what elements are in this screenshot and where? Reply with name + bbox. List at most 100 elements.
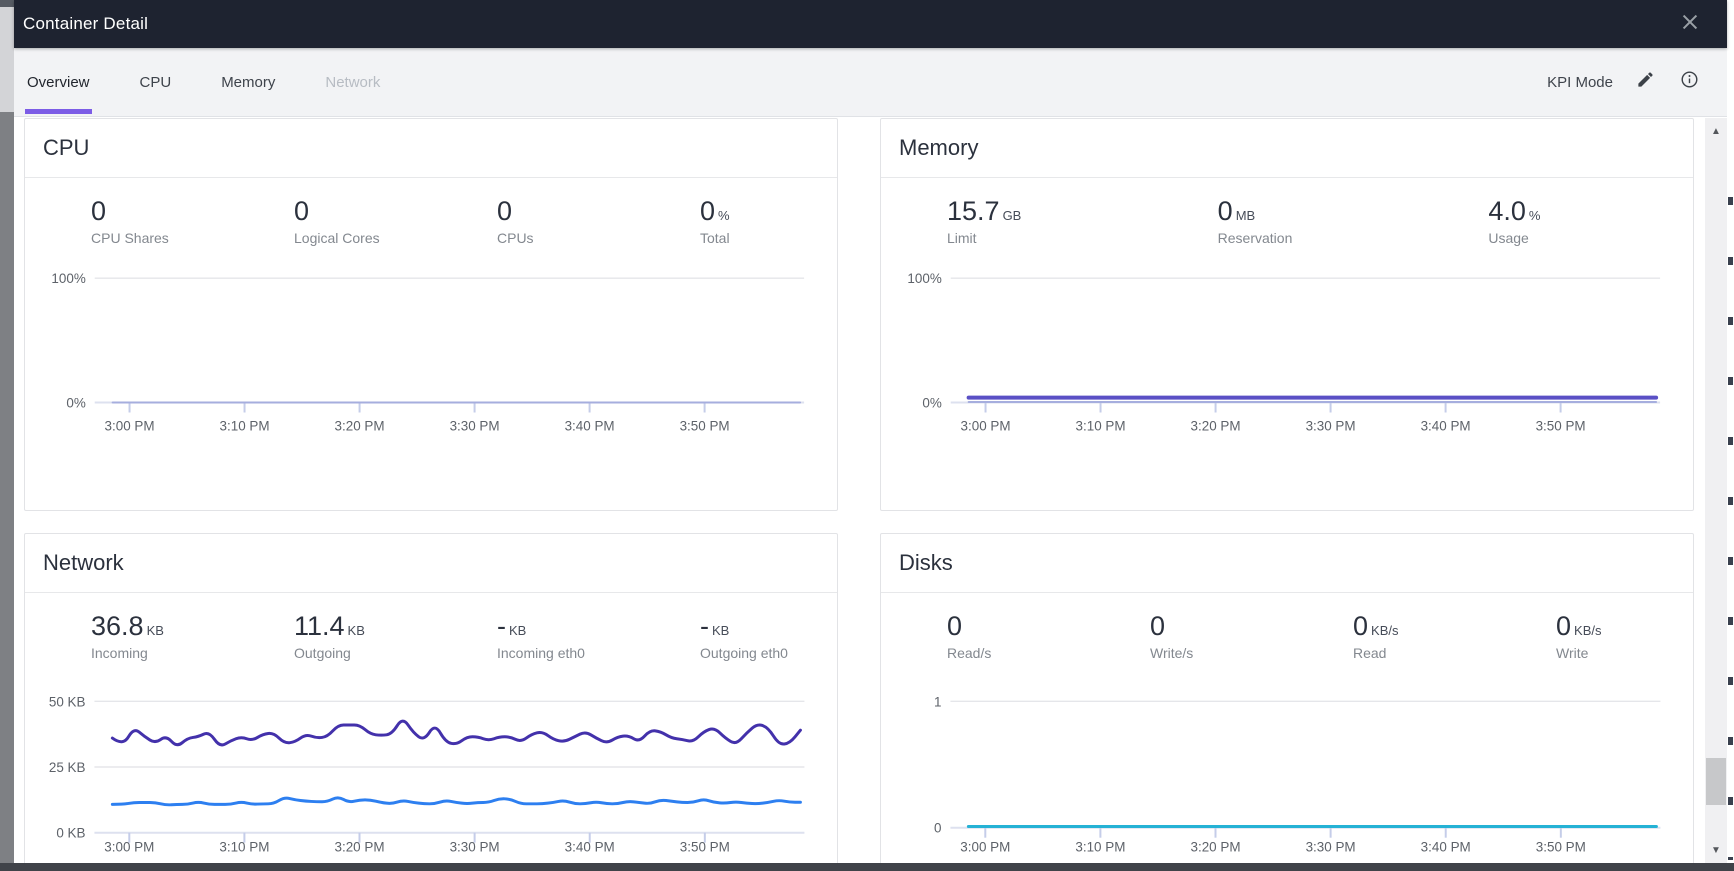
tab-cpu[interactable]: CPU xyxy=(140,48,172,116)
window-bottom-edge xyxy=(0,863,1734,871)
svg-text:3:50 PM: 3:50 PM xyxy=(680,840,730,855)
kpi-incoming: 36.8KB Incoming xyxy=(25,611,228,661)
kpi-total: 0% Total xyxy=(634,196,837,246)
tabbar-actions: KPI Mode xyxy=(1547,48,1727,116)
kpi-write-kbs: 0KB/s Write xyxy=(1490,611,1693,661)
kpi-label: Read/s xyxy=(947,645,1084,661)
cpu-kpi-row: 0 CPU Shares 0 Logical Cores 0 CPUs 0% T… xyxy=(25,178,837,246)
svg-text:1: 1 xyxy=(934,694,941,709)
kpi-value: 15.7 xyxy=(947,196,1000,226)
svg-text:0: 0 xyxy=(934,821,941,836)
svg-text:3:50 PM: 3:50 PM xyxy=(680,418,730,433)
tabs: Overview CPU Memory Network xyxy=(14,48,380,116)
kpi-unit: KB/s xyxy=(1574,623,1601,638)
kpi-usage: 4.0% Usage xyxy=(1422,196,1693,246)
kpi-cpus: 0 CPUs xyxy=(431,196,634,246)
kpi-outgoing: 11.4KB Outgoing xyxy=(228,611,431,661)
background-page-sliver xyxy=(0,112,14,871)
svg-text:100%: 100% xyxy=(51,271,85,286)
background-page-edge xyxy=(1728,145,1733,860)
cpu-card-title: CPU xyxy=(25,119,837,178)
kpi-label: Outgoing eth0 xyxy=(700,645,837,661)
kpi-label: Read xyxy=(1353,645,1490,661)
svg-text:3:00 PM: 3:00 PM xyxy=(105,418,155,433)
info-button[interactable] xyxy=(1677,70,1701,94)
kpi-limit: 15.7GB Limit xyxy=(881,196,1152,246)
kpi-label: Incoming eth0 xyxy=(497,645,634,661)
disks-card-title: Disks xyxy=(881,534,1693,593)
container-detail-dialog: Container Detail Overview CPU Memory Net… xyxy=(0,0,1734,871)
kpi-cpu-shares: 0 CPU Shares xyxy=(25,196,228,246)
kpi-value: 36.8 xyxy=(91,611,144,641)
dialog-header: Container Detail xyxy=(14,0,1727,48)
kpi-value: 0 xyxy=(1556,611,1571,641)
info-icon xyxy=(1680,70,1699,94)
svg-text:25 KB: 25 KB xyxy=(49,760,86,775)
memory-card-title: Memory xyxy=(881,119,1693,178)
kpi-unit: KB xyxy=(147,623,164,638)
kpi-label: Usage xyxy=(1488,230,1693,246)
kpi-label: Incoming xyxy=(91,645,228,661)
svg-text:3:40 PM: 3:40 PM xyxy=(1421,418,1471,433)
kpi-label: CPUs xyxy=(497,230,634,246)
kpi-reservation: 0MB Reservation xyxy=(1152,196,1423,246)
svg-text:3:30 PM: 3:30 PM xyxy=(1306,840,1356,855)
memory-card: Memory 15.7GB Limit 0MB Reservation 4.0%… xyxy=(880,118,1694,511)
dialog-title: Container Detail xyxy=(23,14,148,34)
kpi-value: 0 xyxy=(91,196,106,226)
network-kpi-row: 36.8KB Incoming 11.4KB Outgoing -KB Inco… xyxy=(25,593,837,661)
kpi-value: 4.0 xyxy=(1488,196,1526,226)
kpi-label: Logical Cores xyxy=(294,230,431,246)
kpi-logical-cores: 0 Logical Cores xyxy=(228,196,431,246)
cpu-card: CPU 0 CPU Shares 0 Logical Cores 0 CPUs … xyxy=(24,118,838,511)
kpi-label: CPU Shares xyxy=(91,230,228,246)
kpi-label: Reservation xyxy=(1218,230,1423,246)
memory-kpi-row: 15.7GB Limit 0MB Reservation 4.0% Usage xyxy=(881,178,1693,246)
tab-bar: Overview CPU Memory Network KPI Mode xyxy=(14,48,1727,117)
kpi-label: Write/s xyxy=(1150,645,1287,661)
scrollbar-thumb[interactable] xyxy=(1706,758,1726,805)
kpi-mode-label: KPI Mode xyxy=(1547,74,1613,91)
kpi-value: 0 xyxy=(497,196,512,226)
svg-text:3:00 PM: 3:00 PM xyxy=(960,840,1010,855)
kpi-incoming-eth0: -KB Incoming eth0 xyxy=(431,611,634,661)
background-page-sliver xyxy=(0,7,14,112)
kpi-value: 0 xyxy=(947,611,962,641)
svg-text:100%: 100% xyxy=(907,271,941,286)
kpi-unit: MB xyxy=(1236,208,1256,223)
svg-text:3:10 PM: 3:10 PM xyxy=(219,840,269,855)
pencil-icon xyxy=(1636,70,1655,94)
network-card: Network 36.8KB Incoming 11.4KB Outgoing … xyxy=(24,533,838,863)
svg-text:3:30 PM: 3:30 PM xyxy=(450,418,500,433)
kpi-unit: % xyxy=(1529,208,1541,223)
edit-kpi-button[interactable] xyxy=(1633,70,1657,94)
svg-text:3:40 PM: 3:40 PM xyxy=(565,840,615,855)
kpi-unit: KB xyxy=(712,623,729,638)
kpi-value: 0 xyxy=(1218,196,1233,226)
tab-overview[interactable]: Overview xyxy=(27,48,90,116)
tab-network: Network xyxy=(325,48,380,116)
kpi-value: 0 xyxy=(1150,611,1165,641)
dashboard-grid: CPU 0 CPU Shares 0 Logical Cores 0 CPUs … xyxy=(14,117,1705,863)
svg-text:3:20 PM: 3:20 PM xyxy=(334,840,384,855)
scrollbar[interactable]: ▲ ▼ xyxy=(1705,118,1727,863)
kpi-value: - xyxy=(700,611,709,641)
kpi-value: 0 xyxy=(1353,611,1368,641)
kpi-value: - xyxy=(497,611,506,641)
close-button[interactable] xyxy=(1677,11,1703,37)
svg-text:3:10 PM: 3:10 PM xyxy=(220,418,270,433)
close-icon xyxy=(1679,11,1701,38)
background-page-sliver xyxy=(0,0,14,7)
svg-text:3:30 PM: 3:30 PM xyxy=(1306,418,1356,433)
scroll-up-icon[interactable]: ▲ xyxy=(1705,122,1727,140)
svg-text:0 KB: 0 KB xyxy=(56,826,85,841)
svg-text:3:40 PM: 3:40 PM xyxy=(565,418,615,433)
kpi-label: Limit xyxy=(947,230,1152,246)
network-card-title: Network xyxy=(25,534,837,593)
disks-kpi-row: 0 Read/s 0 Write/s 0KB/s Read 0KB/s Writ… xyxy=(881,593,1693,661)
svg-text:3:40 PM: 3:40 PM xyxy=(1421,840,1471,855)
svg-text:0%: 0% xyxy=(922,396,941,411)
tab-memory[interactable]: Memory xyxy=(221,48,275,116)
scroll-down-icon[interactable]: ▼ xyxy=(1705,841,1727,859)
svg-text:3:00 PM: 3:00 PM xyxy=(104,840,154,855)
